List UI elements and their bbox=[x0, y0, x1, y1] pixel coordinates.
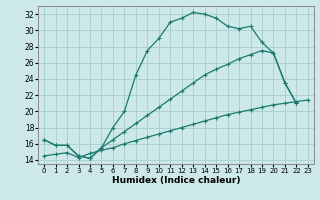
X-axis label: Humidex (Indice chaleur): Humidex (Indice chaleur) bbox=[112, 176, 240, 185]
